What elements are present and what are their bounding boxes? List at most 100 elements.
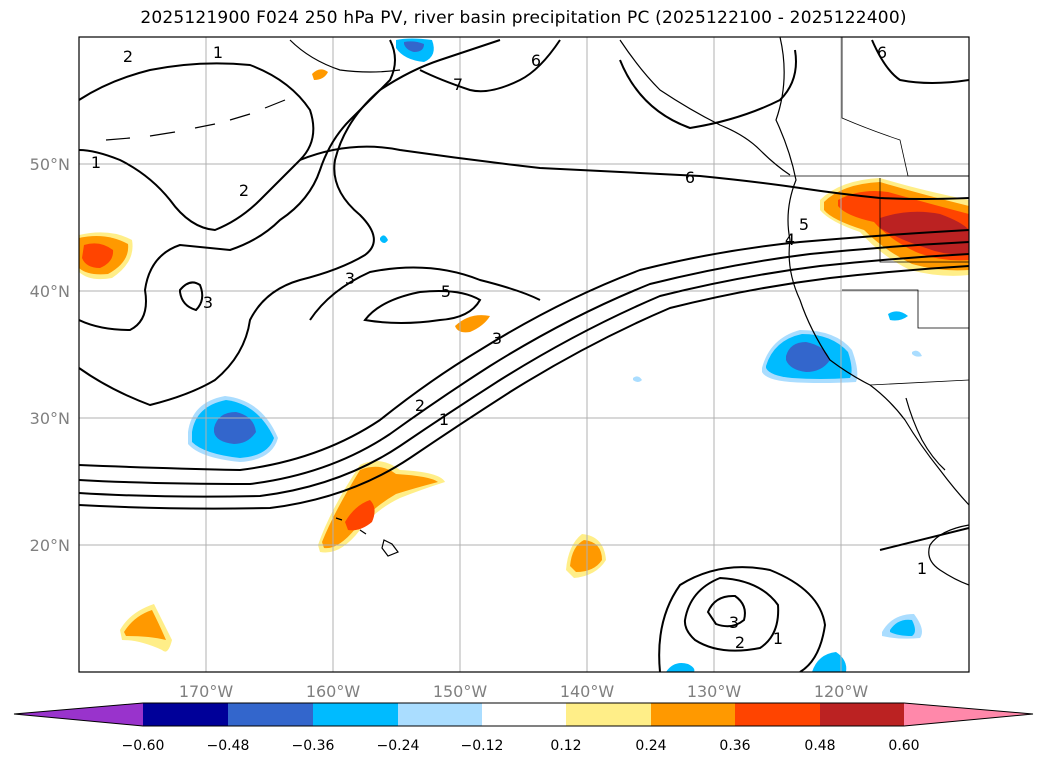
map-title: 2025121900 F024 250 hPa PV, river basin … [140,8,907,28]
lon-tick-label: 170°W [179,682,234,701]
colorbar-bin [735,703,820,726]
baja-california [905,397,946,471]
contour-label: 6 [877,43,887,62]
map-frame [78,36,970,673]
lon-tick-label: 150°W [433,682,488,701]
precip-neg-area-7 [812,652,847,672]
pv-contour-f [363,290,482,324]
political-borders [780,37,969,386]
lon-tick-label: 140°W [560,682,615,701]
lon-tick-label: 130°W [687,682,742,701]
pv-contour-4a [79,265,969,510]
aleutian-islands [105,99,286,141]
hawaii-big-island [381,539,399,557]
colorbar-tick-label: −0.48 [207,738,250,754]
precip-area-small1 [455,315,490,333]
precip-neg-area-1-max [214,412,256,444]
mexico-coast [928,524,969,586]
pv-contour-3b [706,594,746,628]
contour-label: 5 [799,215,809,234]
colorbar-bin [143,703,228,726]
pv-contour-d [179,281,204,312]
precip-neg-area-4 [380,235,388,243]
pv-contour-labels: 2 1 7 6 6 1 2 3 3 5 6 5 4 3 2 1 3 2 1 1 [91,43,927,652]
colorbar-bin [482,703,566,726]
lat-tick-label: 40°N [30,282,70,301]
colorbar-extend-high [904,703,1033,726]
hawaii-small-islands [335,517,367,535]
colorbar-bin [228,703,313,726]
border-states-1 [879,178,969,263]
colorbar-bin [313,703,398,726]
precip-neg-shading [188,38,922,672]
colorbar-tick-label: −0.12 [461,738,504,754]
contour-label: 6 [531,51,541,70]
contour-label: 3 [729,613,739,632]
lat-tick-labels: 50°N 40°N 30°N 20°N [30,155,70,555]
pv-contour-3a [79,253,969,498]
contour-label: 2 [239,181,249,200]
pv-contour-6b [619,49,797,130]
colorbar-tick-label: −0.36 [292,738,335,754]
colorbar: −0.60 −0.48 −0.36 −0.24 −0.12 0.12 0.24 … [13,702,1034,754]
contour-label: 4 [785,230,795,249]
pv-contour-7 [419,39,561,93]
colorbar-bin [398,703,482,726]
colorbar-tick-label: 0.36 [719,738,750,754]
coastlines [105,37,969,586]
colorbar-tick-label: 0.12 [550,738,581,754]
pv-contour-6 [299,145,969,200]
border-us-mexico [869,379,969,386]
colorbar-outline [13,702,1034,727]
precip-neg-area-2-max [786,342,830,372]
colorbar-tick-label: 0.60 [888,738,919,754]
border-states-2 [842,289,969,329]
graticule [79,37,969,672]
contour-label: 1 [439,410,449,429]
precip-area-small4 [312,69,328,80]
north-america-coast [775,37,969,506]
contour-label: 3 [203,293,213,312]
colorbar-bin [566,703,651,726]
contour-label: 3 [492,329,502,348]
contour-label: 7 [453,75,463,94]
contour-label: 5 [441,282,451,301]
pv-contour-a [79,39,501,407]
contour-label: 1 [773,629,783,648]
contour-label: 3 [345,269,355,288]
lon-tick-label: 120°W [814,682,869,701]
colorbar-extend-low [14,703,143,726]
pv-contour-e [309,266,541,321]
colorbar-tick-label: −0.24 [377,738,420,754]
precip-neg-area-3-max [404,41,424,52]
precip-area-hawaii-max [345,500,375,531]
lat-tick-label: 20°N [30,536,70,555]
colorbar-tick-label: 0.24 [635,738,666,754]
lon-tick-labels: 170°W 160°W 150°W 140°W 130°W 120°W [179,682,869,701]
precip-neg-area-5 [633,376,642,382]
pv-contour-b [79,39,396,332]
border-canada-us [841,37,969,177]
alaska-peninsula [289,39,401,73]
pv-contour-1c [879,527,969,551]
precip-area-west-max [82,243,114,268]
lat-tick-label: 30°N [30,409,70,428]
pv-contour-2b [683,576,780,652]
pv-contour-c [79,62,315,232]
colorbar-tick-label: 0.48 [804,738,835,754]
contour-label: 2 [415,396,425,415]
colorbar-tick-label: −0.60 [122,738,165,754]
precip-area-small3-core [124,610,166,640]
precip-neg-area-6-core [890,619,915,636]
precip-neg-area-8 [666,663,695,672]
colorbar-bin [820,703,904,726]
contour-label: 2 [123,47,133,66]
precip-neg-area-9 [888,311,908,321]
pv-contour-6c [871,39,969,84]
contour-label: 1 [917,559,927,578]
alaska-bc-coast [619,39,791,176]
lon-tick-label: 160°W [306,682,361,701]
pv-contour-2a [79,241,969,486]
contour-label: 6 [685,168,695,187]
